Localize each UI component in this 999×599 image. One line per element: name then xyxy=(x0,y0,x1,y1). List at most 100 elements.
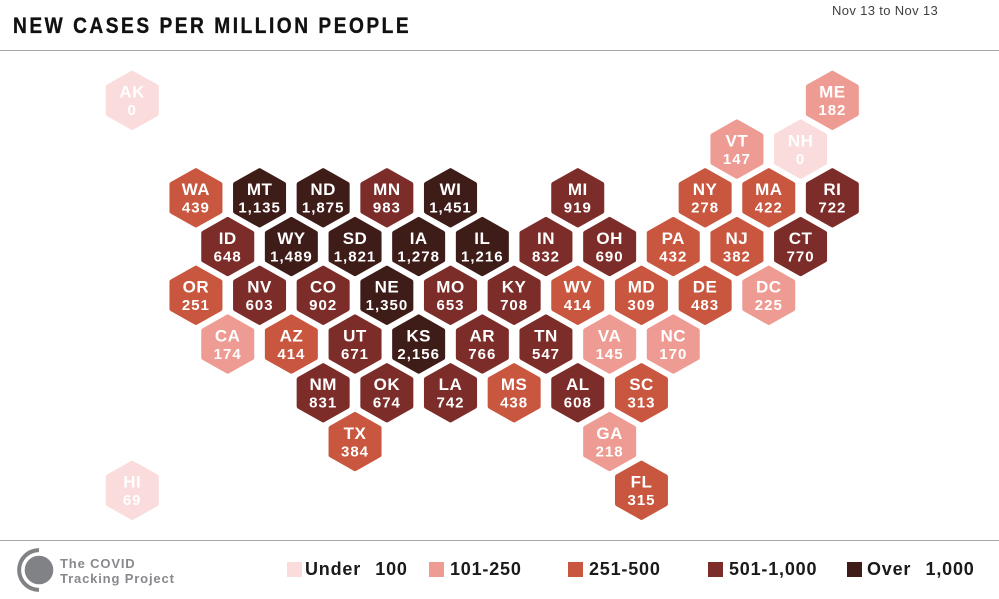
svg-text:MO: MO xyxy=(436,278,464,297)
svg-text:432: 432 xyxy=(659,248,687,265)
svg-text:NJ: NJ xyxy=(726,229,749,248)
svg-text:251: 251 xyxy=(182,297,210,314)
svg-text:1,489: 1,489 xyxy=(270,248,313,265)
svg-text:SD: SD xyxy=(343,229,368,248)
svg-text:170: 170 xyxy=(659,346,687,363)
svg-text:UT: UT xyxy=(343,326,367,345)
svg-text:603: 603 xyxy=(246,297,274,314)
svg-text:382: 382 xyxy=(723,248,751,265)
svg-text:WY: WY xyxy=(277,229,306,248)
svg-text:414: 414 xyxy=(277,346,305,363)
svg-text:NH: NH xyxy=(788,131,814,150)
svg-text:MS: MS xyxy=(501,375,528,394)
svg-text:438: 438 xyxy=(500,395,528,412)
svg-text:831: 831 xyxy=(309,395,337,412)
svg-text:309: 309 xyxy=(627,297,655,314)
svg-text:TX: TX xyxy=(344,424,367,443)
svg-text:MD: MD xyxy=(628,278,655,297)
svg-text:439: 439 xyxy=(182,200,210,217)
svg-text:OK: OK xyxy=(374,375,401,394)
svg-text:HI: HI xyxy=(123,473,141,492)
svg-text:MT: MT xyxy=(247,180,273,199)
svg-text:384: 384 xyxy=(341,443,369,460)
svg-text:ND: ND xyxy=(310,180,336,199)
svg-text:NM: NM xyxy=(309,375,336,394)
svg-text:1,821: 1,821 xyxy=(334,248,377,265)
svg-text:414: 414 xyxy=(564,297,592,314)
svg-text:902: 902 xyxy=(309,297,337,314)
svg-text:TN: TN xyxy=(534,326,558,345)
svg-text:2,156: 2,156 xyxy=(397,346,440,363)
svg-text:VT: VT xyxy=(726,131,749,150)
svg-text:608: 608 xyxy=(564,395,592,412)
svg-text:AK: AK xyxy=(119,83,145,102)
svg-text:ME: ME xyxy=(819,83,846,102)
svg-text:690: 690 xyxy=(596,248,624,265)
svg-text:OH: OH xyxy=(596,229,623,248)
svg-text:722: 722 xyxy=(818,200,846,217)
svg-text:218: 218 xyxy=(596,443,624,460)
svg-text:0: 0 xyxy=(128,102,137,119)
svg-text:653: 653 xyxy=(436,297,464,314)
svg-text:1,135: 1,135 xyxy=(238,200,281,217)
svg-text:1,875: 1,875 xyxy=(302,200,345,217)
svg-text:983: 983 xyxy=(373,200,401,217)
svg-text:313: 313 xyxy=(627,395,655,412)
svg-text:147: 147 xyxy=(723,151,751,168)
svg-text:919: 919 xyxy=(564,200,592,217)
svg-text:1,451: 1,451 xyxy=(429,200,472,217)
svg-text:145: 145 xyxy=(596,346,624,363)
svg-text:1,350: 1,350 xyxy=(366,297,409,314)
svg-text:422: 422 xyxy=(755,200,783,217)
svg-text:PA: PA xyxy=(662,229,685,248)
svg-text:278: 278 xyxy=(691,200,719,217)
svg-text:315: 315 xyxy=(627,492,655,509)
svg-text:NE: NE xyxy=(375,278,400,297)
svg-text:ID: ID xyxy=(219,229,237,248)
svg-text:IN: IN xyxy=(537,229,555,248)
svg-text:648: 648 xyxy=(214,248,242,265)
svg-text:DE: DE xyxy=(693,278,718,297)
svg-text:182: 182 xyxy=(818,102,846,119)
svg-text:NC: NC xyxy=(661,326,687,345)
svg-text:766: 766 xyxy=(468,346,496,363)
svg-text:SC: SC xyxy=(629,375,654,394)
svg-text:WV: WV xyxy=(564,278,593,297)
svg-text:1,216: 1,216 xyxy=(461,248,504,265)
svg-text:VA: VA xyxy=(598,326,621,345)
svg-text:LA: LA xyxy=(439,375,463,394)
svg-text:FL: FL xyxy=(631,473,653,492)
svg-text:674: 674 xyxy=(373,395,401,412)
svg-text:NV: NV xyxy=(247,278,272,297)
svg-text:AZ: AZ xyxy=(280,326,304,345)
svg-text:MI: MI xyxy=(568,180,588,199)
svg-text:KY: KY xyxy=(502,278,527,297)
svg-text:0: 0 xyxy=(796,151,805,168)
svg-text:547: 547 xyxy=(532,346,560,363)
svg-text:MN: MN xyxy=(373,180,400,199)
svg-text:CA: CA xyxy=(215,326,241,345)
svg-text:IL: IL xyxy=(474,229,490,248)
svg-text:832: 832 xyxy=(532,248,560,265)
svg-text:225: 225 xyxy=(755,297,783,314)
svg-text:OR: OR xyxy=(183,278,210,297)
svg-text:RI: RI xyxy=(823,180,841,199)
svg-text:770: 770 xyxy=(787,248,815,265)
svg-text:69: 69 xyxy=(123,492,142,509)
svg-text:CT: CT xyxy=(789,229,813,248)
svg-text:GA: GA xyxy=(596,424,623,443)
svg-text:174: 174 xyxy=(214,346,242,363)
svg-text:AL: AL xyxy=(566,375,590,394)
svg-text:AR: AR xyxy=(470,326,496,345)
svg-text:671: 671 xyxy=(341,346,369,363)
svg-text:483: 483 xyxy=(691,297,719,314)
svg-text:WI: WI xyxy=(440,180,462,199)
svg-text:NY: NY xyxy=(693,180,718,199)
svg-text:742: 742 xyxy=(436,395,464,412)
svg-text:IA: IA xyxy=(410,229,428,248)
svg-text:KS: KS xyxy=(406,326,431,345)
svg-text:1,278: 1,278 xyxy=(397,248,440,265)
svg-text:WA: WA xyxy=(182,180,210,199)
svg-text:CO: CO xyxy=(310,278,337,297)
svg-text:MA: MA xyxy=(755,180,782,199)
